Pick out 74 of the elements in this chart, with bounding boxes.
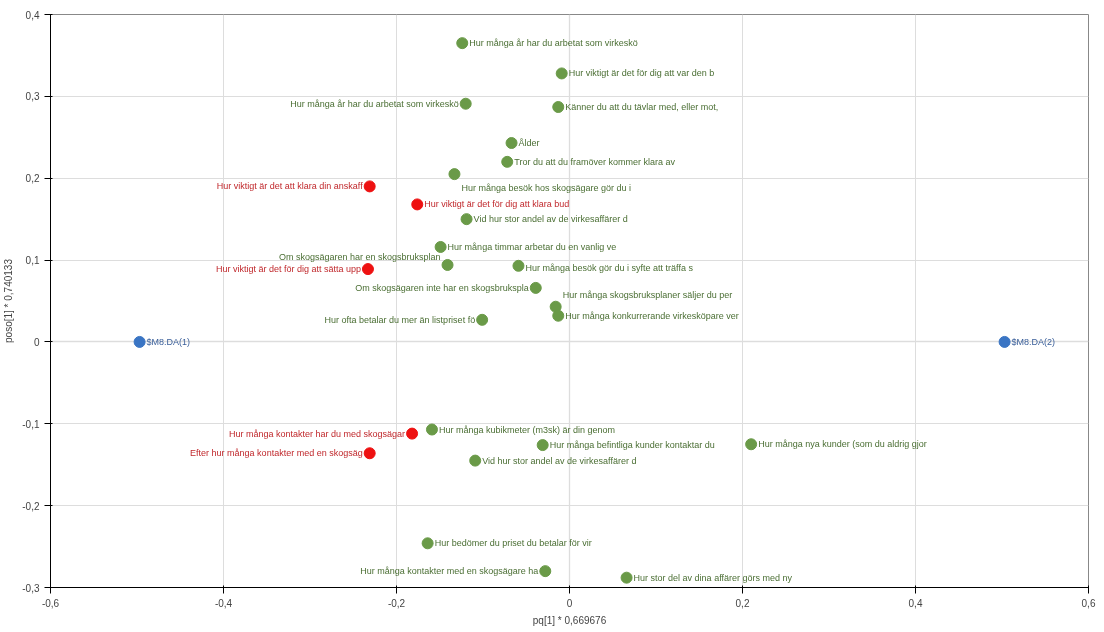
point bbox=[998, 335, 1011, 348]
annotation: Hur många kontakter har du med skogsägar bbox=[228, 428, 406, 439]
annotation: Hur ofta betalar du mer än listpriset fö bbox=[324, 314, 476, 325]
point bbox=[512, 259, 525, 272]
annotation: Hur bedömer du priset du betalar för vir bbox=[434, 538, 592, 549]
annotation: Hur stor del av dina affärer görs med ny bbox=[633, 572, 793, 583]
annotation: Tror du att du framöver kommer klara av bbox=[514, 156, 676, 167]
annotation: $M8.DA(1) bbox=[146, 336, 191, 347]
annotation: Hur viktigt är det för dig att klara bud bbox=[424, 199, 570, 210]
y-tick-label: -0,1 bbox=[22, 418, 40, 430]
y-tick-label: 0 bbox=[33, 336, 40, 348]
annotation: Hur många konkurrerande virkesköpare ver bbox=[565, 310, 739, 321]
annotation: Vid hur stor andel av de virkesaffärer d bbox=[473, 214, 628, 225]
annotation: Hur många år har du arbetat som virkeskö bbox=[290, 98, 459, 109]
point bbox=[133, 335, 146, 348]
point bbox=[501, 155, 514, 168]
annotation: Hur viktigt är det att klara din anskaff bbox=[216, 181, 364, 192]
point bbox=[552, 101, 565, 113]
point bbox=[536, 439, 549, 452]
y-tick-label: 0,1 bbox=[25, 255, 40, 267]
point bbox=[411, 198, 424, 211]
x-tick-label: -0,2 bbox=[387, 597, 406, 609]
point bbox=[745, 438, 758, 451]
point bbox=[529, 281, 542, 294]
annotation: Vid hur stor andel av de virkesaffärer d bbox=[482, 455, 637, 466]
point bbox=[620, 571, 633, 584]
point bbox=[505, 137, 518, 149]
annotation: Hur många skogsbruksplaner säljer du per bbox=[562, 289, 733, 300]
y-tick-label: -0,3 bbox=[22, 582, 40, 594]
annotation: Om skogsägaren inte har en skogsbrukspla bbox=[355, 282, 529, 293]
annotation: Hur många besök gör du i syfte att träffa s bbox=[525, 262, 694, 273]
annotation: Hur viktigt är det för dig att sätta upp bbox=[215, 264, 361, 275]
annotation: Hur många kontakter med en skogsägare ha bbox=[360, 566, 539, 577]
x-axis-title: pq[1] * 0,669676 bbox=[532, 614, 607, 626]
point bbox=[361, 263, 374, 276]
x-tick-label: -0,4 bbox=[214, 597, 233, 609]
y-tick-label: -0,2 bbox=[22, 500, 40, 512]
annotation: Hur många timmar arbetar du en vanlig ve bbox=[447, 241, 617, 252]
x-tick-label: 0,4 bbox=[908, 597, 923, 609]
x-tick-label: 0,6 bbox=[1081, 597, 1096, 609]
point bbox=[441, 258, 454, 271]
point bbox=[363, 447, 376, 460]
y-axis-title: poso[1] * 0,740133 bbox=[3, 258, 15, 343]
y-tick-label: 0,4 bbox=[25, 9, 40, 21]
point bbox=[425, 423, 438, 436]
annotation: Om skogsägaren har en skogsbruksplan bbox=[278, 251, 441, 262]
point bbox=[459, 97, 472, 110]
point bbox=[434, 240, 447, 253]
point bbox=[460, 213, 473, 226]
point bbox=[363, 180, 376, 193]
annotation: Känner du att du tävlar med, eller mot, bbox=[565, 102, 719, 112]
y-tick-label: 0,2 bbox=[25, 173, 40, 185]
point bbox=[476, 313, 489, 326]
annotation: Hur många nya kunder (som du aldrig gjor bbox=[758, 439, 927, 450]
annotation: $M8.DA(2) bbox=[1011, 336, 1056, 347]
annotation: Efter hur många kontakter med en skogsäg bbox=[190, 448, 363, 459]
annotation: Hur många kubikmeter (m3sk) är din genom bbox=[438, 424, 616, 435]
point bbox=[555, 67, 568, 80]
x-tick-label: 0,2 bbox=[735, 597, 750, 609]
annotation: Hur många år har du arbetat som virkeskö bbox=[469, 38, 638, 49]
point bbox=[552, 309, 565, 322]
point bbox=[406, 427, 419, 440]
annotation: Ålder bbox=[518, 138, 540, 149]
point bbox=[456, 37, 469, 50]
point bbox=[421, 537, 434, 550]
point bbox=[539, 565, 552, 578]
x-tick-label: 0 bbox=[566, 597, 573, 609]
annotation: Hur många befintliga kunder kontaktar du bbox=[549, 440, 715, 451]
annotation: Hur många besök hos skogsägare gör du i bbox=[461, 183, 632, 194]
y-tick-label: 0,3 bbox=[25, 91, 40, 103]
point bbox=[469, 454, 482, 467]
annotation: Hur viktigt är det för dig att var den b bbox=[568, 68, 715, 79]
x-tick-label: -0,6 bbox=[41, 597, 60, 609]
point bbox=[448, 168, 461, 181]
